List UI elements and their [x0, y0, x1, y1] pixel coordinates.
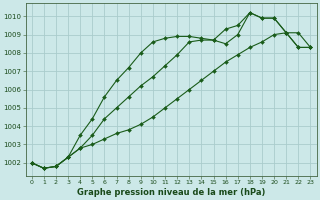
X-axis label: Graphe pression niveau de la mer (hPa): Graphe pression niveau de la mer (hPa) [77, 188, 265, 197]
